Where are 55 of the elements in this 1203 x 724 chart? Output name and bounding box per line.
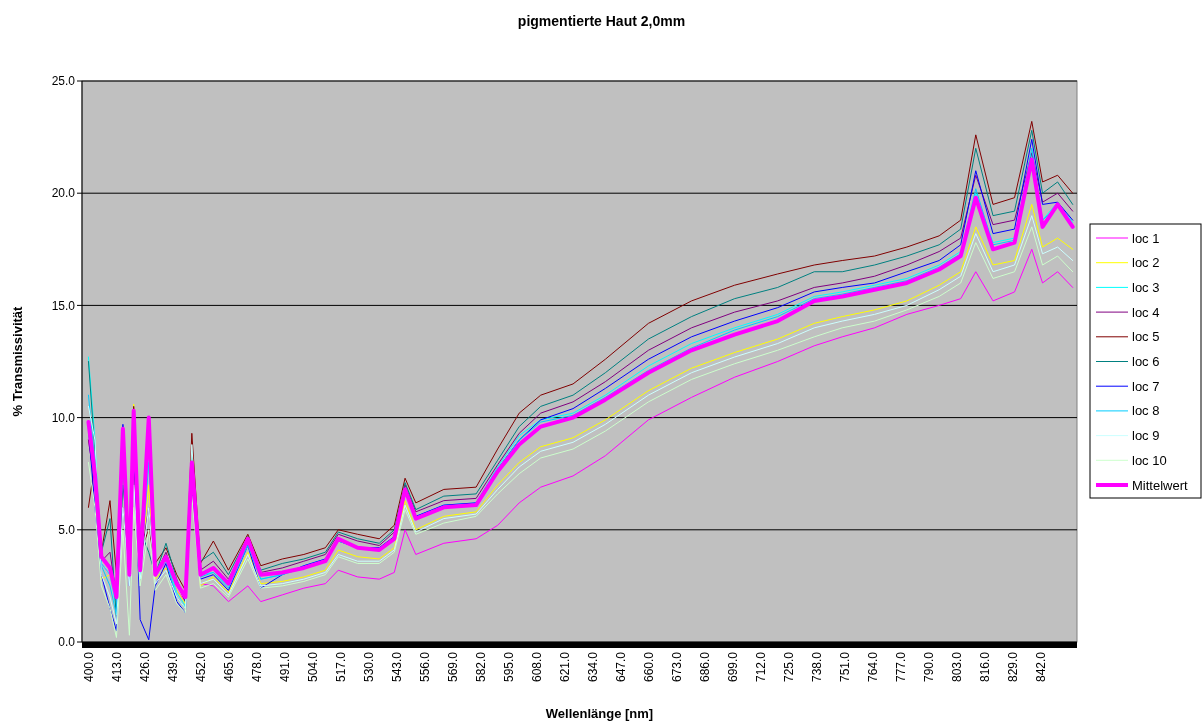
- x-tick-label: 673.0: [669, 651, 684, 683]
- y-tick-label: 5.0: [58, 523, 76, 537]
- x-tick-label: 751.0: [837, 651, 852, 683]
- x-tick-label: 764.0: [865, 651, 880, 683]
- x-tick-label: 777.0: [893, 651, 908, 683]
- y-axis-title: % Transmissivität: [10, 305, 25, 417]
- x-tick-label: 647.0: [613, 651, 628, 683]
- legend-label: loc 7: [1132, 378, 1160, 394]
- x-tick-label: 426.0: [137, 651, 152, 683]
- x-tick-label: 465.0: [221, 651, 236, 683]
- x-tick-label: 491.0: [277, 651, 292, 683]
- x-tick-label: 686.0: [697, 651, 712, 683]
- x-tick-label: 413.0: [109, 651, 124, 683]
- x-tick-label: 634.0: [585, 651, 600, 683]
- x-tick-label: 439.0: [165, 651, 180, 683]
- legend-label: loc 9: [1132, 428, 1160, 444]
- x-tick-label: 608.0: [529, 651, 544, 683]
- x-tick-label: 582.0: [473, 651, 488, 683]
- legend-label: loc 8: [1132, 403, 1160, 419]
- x-tick-label: 595.0: [501, 651, 516, 683]
- x-tick-label: 803.0: [949, 651, 964, 683]
- y-tick-label: 10.0: [51, 410, 76, 425]
- x-tick-label: 530.0: [361, 651, 376, 683]
- x-tick-label: 842.0: [1033, 651, 1048, 683]
- x-tick-label: 452.0: [193, 651, 208, 683]
- x-tick-label: 478.0: [249, 651, 264, 683]
- legend-label: loc 2: [1132, 255, 1160, 271]
- x-tick-label: 517.0: [333, 651, 348, 683]
- legend-label: loc 10: [1132, 452, 1167, 468]
- x-tick-label: 725.0: [781, 651, 796, 683]
- legend-label: loc 5: [1132, 329, 1160, 345]
- x-tick-label: 738.0: [809, 651, 824, 683]
- y-tick-label: 25.0: [51, 74, 76, 89]
- y-tick-label: 0.0: [58, 635, 76, 650]
- legend-label: loc 6: [1132, 354, 1160, 370]
- legend-label: loc 3: [1132, 279, 1160, 295]
- x-axis-title: Wellenlänge [nm]: [545, 706, 654, 721]
- y-tick-label: 20.0: [51, 186, 76, 201]
- x-tick-label: 790.0: [921, 651, 936, 683]
- legend-label: loc 4: [1132, 304, 1160, 320]
- x-tick-label: 556.0: [417, 651, 432, 683]
- chart-title: pigmentierte Haut 2,0mm: [517, 13, 686, 29]
- x-tick-label: 829.0: [1005, 651, 1020, 683]
- x-tick-label: 621.0: [557, 651, 572, 683]
- x-tick-label: 816.0: [977, 651, 992, 683]
- legend-label: loc 1: [1132, 230, 1160, 246]
- y-tick-label: 15.0: [51, 298, 76, 313]
- x-tick-label: 504.0: [305, 651, 320, 683]
- x-tick-label: 712.0: [753, 651, 768, 683]
- x-tick-label: 569.0: [445, 651, 460, 683]
- x-tick-label: 543.0: [389, 651, 404, 683]
- x-tick-label: 660.0: [641, 651, 656, 683]
- x-tick-label: 400.0: [81, 651, 96, 683]
- x-tick-label: 699.0: [725, 651, 740, 683]
- legend-label: Mittelwert: [1132, 477, 1189, 493]
